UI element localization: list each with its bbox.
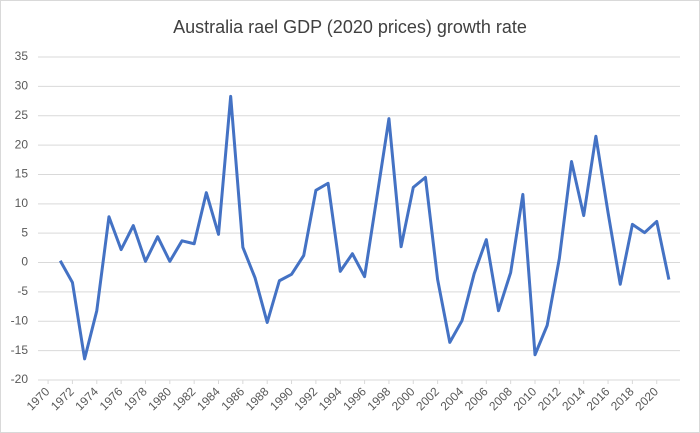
y-tick-label: 20 xyxy=(15,137,29,151)
y-tick-label: 35 xyxy=(15,49,29,63)
line xyxy=(58,94,671,361)
y-tick-label: 15 xyxy=(15,167,29,181)
y-tick-label: -10 xyxy=(11,313,29,327)
y-tick-label: -20 xyxy=(11,372,29,386)
y-tick-label: 0 xyxy=(21,255,28,269)
y-tick-label: -5 xyxy=(17,284,28,298)
y-tick-label: 10 xyxy=(15,196,29,210)
y-tick-label: 25 xyxy=(15,108,29,122)
chart-title: Australia rael GDP (2020 prices) growth … xyxy=(173,17,527,37)
y-tick-label: 5 xyxy=(21,225,28,239)
y-tick-label: -15 xyxy=(11,343,29,357)
y-tick-label: 30 xyxy=(15,79,29,93)
